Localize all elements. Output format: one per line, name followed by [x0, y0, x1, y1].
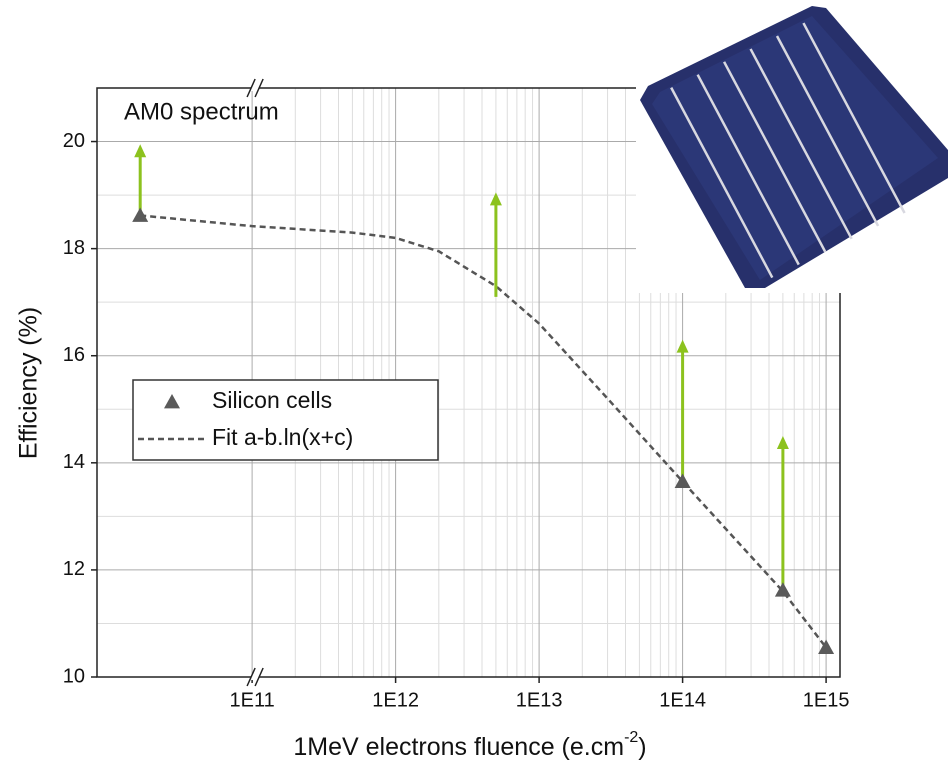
y-tick-label: 10 — [63, 665, 85, 687]
x-tick-label: 1E15 — [803, 689, 850, 711]
x-label-end: ) — [638, 733, 646, 761]
y-tick-label: 14 — [63, 451, 85, 473]
chart: AM0 spectrum Efficiency (%) 1MeV electro… — [0, 0, 948, 769]
data-point — [132, 207, 148, 221]
x-tick-label: 1E12 — [372, 689, 419, 711]
x-label-text: 1MeV electrons fluence (e.cm — [293, 733, 624, 761]
x-axis-label: 1MeV electrons fluence (e.cm-2) — [293, 729, 646, 760]
y-tick-label: 18 — [63, 237, 85, 259]
arrow-head — [777, 436, 789, 449]
arrow-head — [677, 340, 689, 353]
y-axis-label: Efficiency (%) — [15, 307, 43, 459]
y-tick-label: 12 — [63, 558, 85, 580]
arrow-head — [490, 192, 502, 205]
legend-label: Fit a-b.ln(x+c) — [212, 424, 353, 450]
x-label-sup: -2 — [624, 729, 638, 746]
arrow-head — [134, 144, 146, 157]
legend-label: Silicon cells — [212, 387, 332, 413]
y-tick-label: 20 — [63, 130, 85, 152]
legend: Silicon cells Fit a-b.ln(x+c) — [133, 380, 438, 460]
y-tick-label: 16 — [63, 344, 85, 366]
x-tick-label: 1E11 — [229, 689, 274, 711]
data-point — [775, 582, 791, 596]
x-tick-label: 1E14 — [659, 689, 706, 711]
solar-cell-photo — [636, 0, 948, 293]
x-tick-label: 1E13 — [516, 689, 563, 711]
annotation: AM0 spectrum — [124, 98, 279, 125]
